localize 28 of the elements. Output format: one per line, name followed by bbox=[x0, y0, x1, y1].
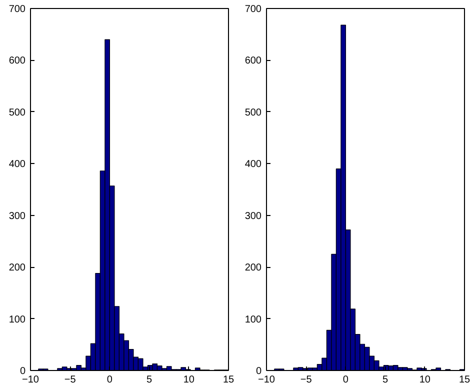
x-tick-label: 5 bbox=[382, 374, 389, 386]
y-tick-label: 100 bbox=[244, 314, 262, 326]
y-tick-label: 0 bbox=[20, 366, 26, 377]
x-tick-label: 10 bbox=[183, 374, 195, 386]
x-tick-label: 5 bbox=[146, 374, 153, 386]
x-tick-label: 0 bbox=[106, 374, 113, 386]
y-tick-label: 600 bbox=[244, 56, 262, 67]
y-tick-label: 500 bbox=[8, 107, 26, 118]
x-tick-label: 15 bbox=[458, 374, 470, 386]
y-tick-label: 200 bbox=[244, 262, 262, 274]
y-tick-label: 700 bbox=[244, 4, 262, 15]
y-tick-label: 300 bbox=[244, 210, 262, 222]
y-tick-label: 100 bbox=[8, 314, 26, 326]
y-tick-label: 700 bbox=[8, 4, 26, 15]
x-tick-label: 10 bbox=[419, 374, 431, 386]
y-tick-label: 300 bbox=[8, 210, 26, 222]
x-tick-label: 0 bbox=[342, 374, 349, 386]
y-tick-label: 400 bbox=[8, 159, 26, 170]
x-tick-label: −5 bbox=[64, 374, 76, 386]
y-tick-label: 0 bbox=[256, 366, 262, 377]
y-tick-label: 600 bbox=[8, 56, 26, 67]
y-tick-label: 400 bbox=[244, 159, 262, 170]
x-tick-label: −10 bbox=[258, 374, 276, 386]
y-tick-label: 500 bbox=[244, 107, 262, 118]
x-tick-label: −10 bbox=[22, 374, 40, 386]
x-tick-label: −5 bbox=[300, 374, 312, 386]
x-tick-label: 15 bbox=[222, 374, 234, 386]
y-tick-label: 200 bbox=[8, 262, 26, 274]
